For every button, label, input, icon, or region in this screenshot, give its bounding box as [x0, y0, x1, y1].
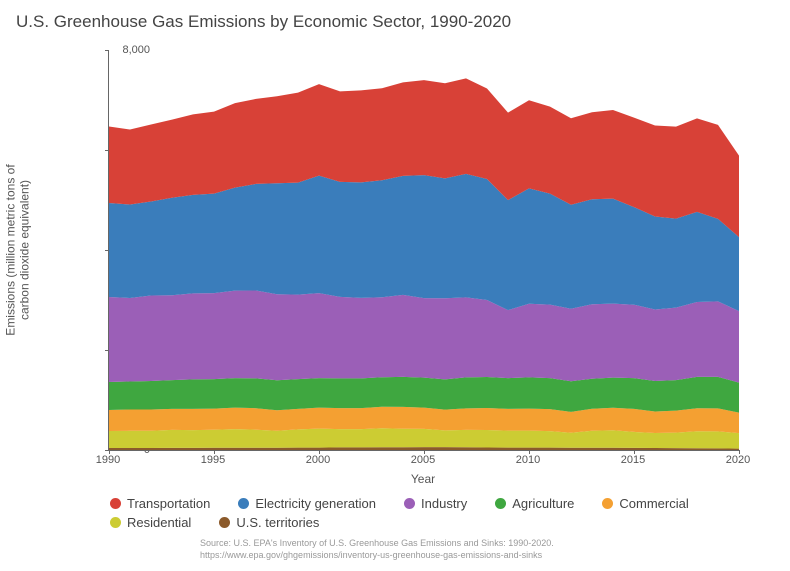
legend-label: Agriculture [512, 496, 574, 511]
legend-swatch [110, 498, 121, 509]
legend-swatch [602, 498, 613, 509]
legend-swatch [238, 498, 249, 509]
legend-swatch [495, 498, 506, 509]
legend-label: Transportation [127, 496, 210, 511]
legend-item: Electricity generation [238, 496, 376, 511]
legend-swatch [110, 517, 121, 528]
x-tick-label: 2005 [411, 454, 435, 466]
chart-title: U.S. Greenhouse Gas Emissions by Economi… [16, 12, 511, 32]
legend-item: Transportation [110, 496, 210, 511]
legend-swatch [404, 498, 415, 509]
plot-area [108, 50, 739, 451]
legend-label: Commercial [619, 496, 688, 511]
stacked-area-svg [109, 50, 739, 450]
source-line-1: Source: U.S. EPA's Inventory of U.S. Gre… [200, 538, 770, 550]
legend-label: U.S. territories [236, 515, 319, 530]
legend-label: Electricity generation [255, 496, 376, 511]
legend-item: Industry [404, 496, 467, 511]
x-tick-label: 2020 [726, 454, 750, 466]
chart-container: { "title": "U.S. Greenhouse Gas Emission… [0, 0, 790, 571]
legend-item: Commercial [602, 496, 688, 511]
x-tick-label: 2000 [306, 454, 330, 466]
legend-label: Residential [127, 515, 191, 530]
source-text: Source: U.S. EPA's Inventory of U.S. Gre… [200, 538, 770, 561]
x-tick-label: 2015 [621, 454, 645, 466]
legend-item: Residential [110, 515, 191, 530]
x-tick-label: 1990 [96, 454, 120, 466]
legend-swatch [219, 517, 230, 528]
legend-item: Agriculture [495, 496, 574, 511]
x-axis-label: Year [411, 472, 435, 486]
legend: Transportation Electricity generation Indu… [110, 496, 750, 530]
area-series [109, 377, 739, 413]
x-tick-label: 2010 [516, 454, 540, 466]
legend-label: Industry [421, 496, 467, 511]
y-axis-label: Emissions (million metric tons of carbon… [4, 164, 33, 335]
source-line-2: https://www.epa.gov/ghgemissions/invento… [200, 550, 770, 562]
x-tick-label: 1995 [201, 454, 225, 466]
legend-item: U.S. territories [219, 515, 319, 530]
